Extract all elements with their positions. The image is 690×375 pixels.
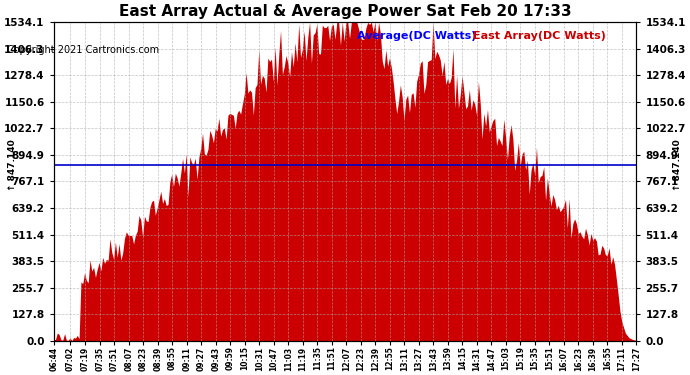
Text: East Array(DC Watts): East Array(DC Watts) [473, 31, 606, 41]
Text: Copyright 2021 Cartronics.com: Copyright 2021 Cartronics.com [7, 45, 159, 55]
Text: ↑ 847.140: ↑ 847.140 [8, 139, 17, 191]
Title: East Array Actual & Average Power Sat Feb 20 17:33: East Array Actual & Average Power Sat Fe… [119, 4, 571, 19]
Text: Average(DC Watts): Average(DC Watts) [357, 31, 476, 41]
Text: ↑ 847.140: ↑ 847.140 [673, 139, 682, 191]
